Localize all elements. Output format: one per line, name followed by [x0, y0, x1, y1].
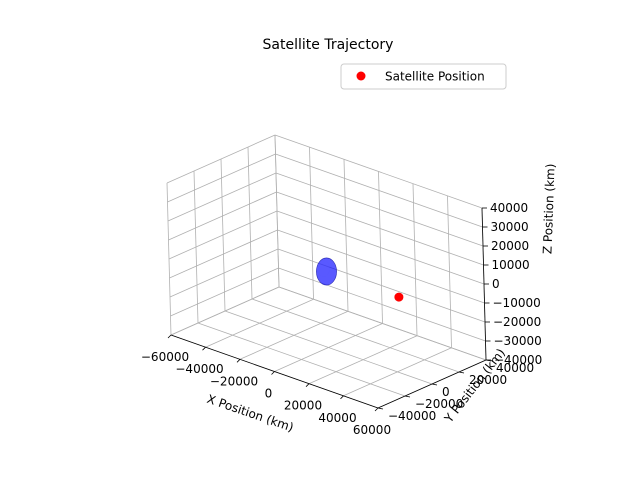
x-tick-label: 20000 [284, 399, 322, 413]
x-tick-label: −20000 [210, 374, 258, 388]
y-tick-mark [377, 407, 384, 410]
grid-z-back [276, 191, 484, 266]
grid-z-back [277, 229, 485, 304]
y-tick-label: 40000 [496, 361, 534, 375]
y-tick-mark [458, 371, 465, 374]
x-tick-label: −40000 [175, 362, 223, 376]
z-tick-label: −30000 [494, 334, 542, 348]
earth-sphere [316, 257, 337, 286]
z-tick-label: −10000 [493, 296, 541, 310]
x-tick-mark [236, 359, 241, 363]
z-tick-label: −40000 [494, 353, 542, 367]
x-tick-mark [167, 334, 172, 339]
grid-z-side [166, 134, 276, 184]
y-tick-label: 0 [442, 385, 450, 399]
y-tick-mark [404, 395, 411, 398]
legend-marker [356, 71, 366, 81]
x-tick-mark [374, 407, 379, 412]
x-tick-label: 40000 [318, 411, 356, 425]
grid-z-back [276, 210, 485, 285]
satellite-point [394, 292, 404, 302]
y-tick-label: −40000 [388, 409, 436, 423]
grid-z-side [168, 191, 277, 241]
grid-z-side [167, 172, 277, 222]
legend-label: Satellite Position [385, 70, 485, 84]
grid-y-floor [251, 298, 460, 373]
grid-z-side [167, 153, 276, 203]
z-tick-label: 0 [492, 277, 500, 291]
z-axis-ticks: −40000 −30000 −20000 −10000 0 10000 20000 30000… [482, 201, 542, 367]
legend-box [340, 63, 507, 90]
x-tick-mark [305, 383, 310, 387]
z-tick-label: 20000 [491, 239, 529, 253]
x-tick-label: 60000 [353, 423, 391, 437]
earth-body [316, 257, 337, 286]
grid-z-side [169, 229, 278, 279]
x-tick-mark [271, 371, 275, 375]
z-tick-label: −20000 [493, 315, 541, 329]
legend: Satellite Position [340, 63, 507, 90]
y-tick-label: −20000 [415, 397, 463, 411]
earth-highlight [317, 260, 330, 277]
z-tick-label: 40000 [490, 201, 528, 215]
grid-z-back [277, 248, 486, 323]
satellite-points [394, 292, 404, 302]
y-tick-label: 20000 [469, 373, 507, 387]
x-tick-mark [202, 346, 206, 351]
chart-title: Satellite Trajectory [263, 37, 394, 53]
x-tick-label: 0 [265, 387, 273, 401]
grid-z-back [275, 172, 484, 247]
grid-z-side [170, 286, 280, 336]
z-axis-label: Z Position (km) [540, 163, 557, 254]
grid-y-floor [224, 310, 433, 385]
z-tick-label: 30000 [491, 220, 529, 234]
grid-z-back [275, 153, 483, 228]
grid-z-side [170, 267, 279, 317]
grid-z-back [274, 134, 483, 209]
y-tick-mark [431, 383, 438, 386]
grid-z-side [168, 210, 278, 260]
z-tick-label: 10000 [492, 258, 530, 272]
grid-y-floor [197, 322, 406, 397]
x-tick-mark [340, 395, 344, 400]
grid-z-back [278, 267, 486, 342]
grid-z-side [169, 248, 279, 298]
x-axis-label: X Position (km) [205, 392, 295, 435]
grid-z-back [278, 286, 487, 361]
x-tick-label: −60000 [141, 350, 189, 364]
